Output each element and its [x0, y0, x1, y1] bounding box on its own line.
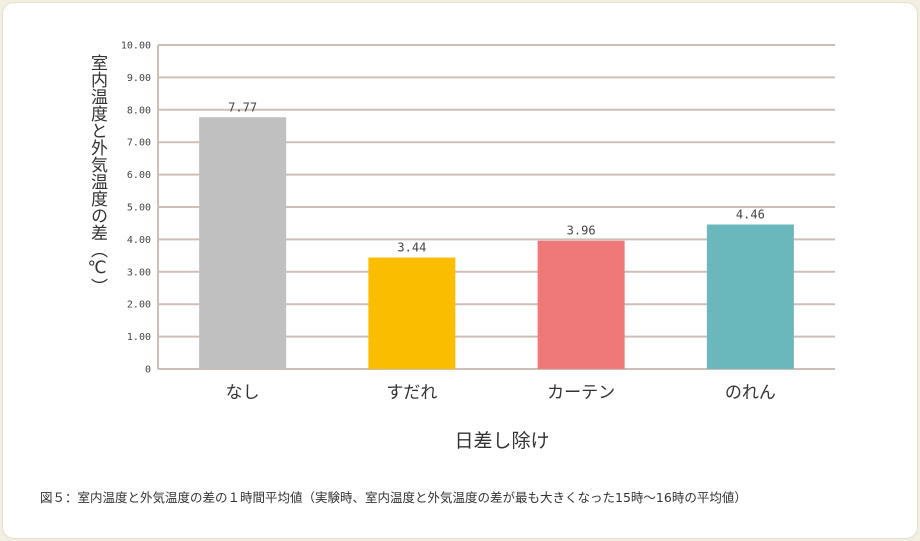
y-tick-label: 2.00 [127, 300, 151, 311]
data-label: 4.46 [736, 207, 765, 221]
category-label: カーテン [547, 383, 615, 403]
y-tick-label: 4.00 [127, 235, 151, 246]
bars [199, 117, 794, 369]
y-tick-label: 8.00 [127, 105, 151, 116]
y-tick-label: 6.00 [127, 170, 151, 181]
figure-caption: 図５：室内温度と外気温度の差の１時間平均値（実験時、室内温度と外気温度の差が最も… [40, 490, 747, 505]
bar [537, 240, 625, 369]
y-tick-label: 0 [145, 365, 151, 376]
bar [199, 117, 287, 369]
data-label: 3.44 [397, 241, 426, 255]
y-tick-labels: 0 1.00 2.00 3.00 4.00 5.00 6.00 7.00 8.00 9.00 10.… [121, 41, 151, 376]
category-labels: なし すだれ カーテン のれん [226, 383, 776, 403]
data-labels: 7.77 3.44 3.96 4.46 [228, 100, 765, 254]
x-axis-label: 日差し除け [454, 430, 549, 452]
y-tick-label: 3.00 [127, 267, 151, 278]
data-label: 7.77 [228, 100, 257, 114]
y-tick-label: 5.00 [127, 203, 151, 214]
category-label: すだれ [386, 383, 437, 403]
y-tick-label: 1.00 [127, 332, 151, 343]
category-label: なし [226, 383, 260, 403]
data-label: 3.96 [567, 224, 596, 238]
bar [706, 224, 794, 369]
y-tick-label: 9.00 [127, 73, 151, 84]
category-label: のれん [725, 383, 776, 403]
y-tick-label: 10.00 [121, 41, 151, 52]
y-tick-label: 7.00 [127, 138, 151, 149]
bar [368, 257, 456, 369]
y-axis-label: 室内温度と外気温度の差（℃） [87, 54, 108, 295]
